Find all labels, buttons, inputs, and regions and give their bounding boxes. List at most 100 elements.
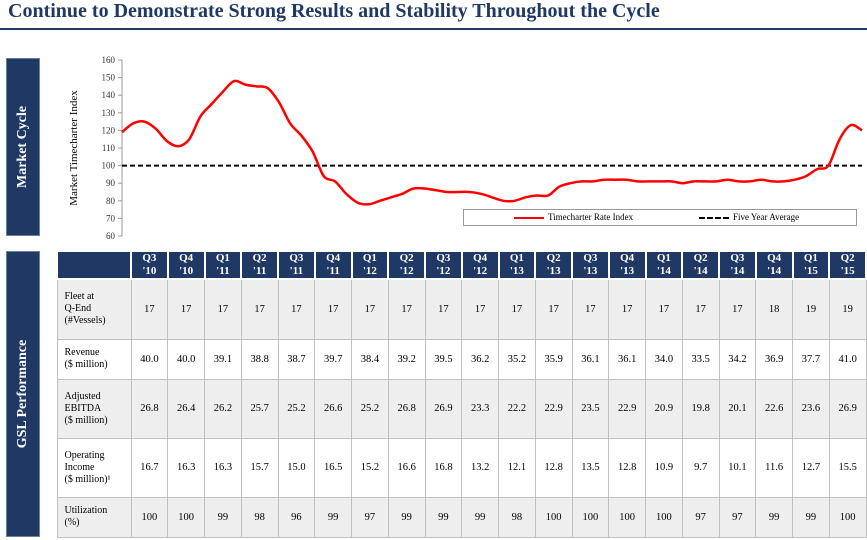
table-cell: 13.2 — [461, 437, 499, 498]
row-label-line: Fleet at — [64, 291, 95, 303]
table-cell: 35.2 — [498, 338, 536, 380]
quarter-header: Q2'15 — [828, 250, 867, 280]
quarter-header: Q2'14 — [681, 250, 720, 280]
table-cell: 39.2 — [387, 338, 426, 380]
y-tick-label: 90 — [106, 178, 116, 188]
y-tick-label: 160 — [102, 55, 116, 65]
table-cell: 17 — [571, 278, 610, 340]
row-label: Operating Income ($ million)¹ — [56, 437, 132, 498]
quarter-header: Q3'10 — [130, 250, 169, 280]
table-cell: 17 — [314, 278, 352, 340]
legend-label-five-year: Five Year Average — [733, 212, 800, 222]
quarter-label: Q4 — [473, 252, 488, 264]
table-cell: 12.1 — [498, 437, 536, 498]
table-cell: 17 — [240, 278, 279, 340]
table-cell: 25.2 — [351, 378, 389, 439]
row-label-line: Adjusted — [64, 390, 101, 402]
table-cell: 26.4 — [167, 378, 205, 439]
quarter-label: Q2 — [546, 252, 561, 264]
year-label: '12 — [362, 265, 377, 277]
quarter-label: Q4 — [767, 252, 782, 264]
year-label: '14 — [693, 265, 708, 277]
row-label-line: Operating — [64, 449, 105, 461]
y-tick-label: 130 — [102, 108, 116, 118]
table-cell: 19 — [828, 278, 867, 340]
table-cell: 17 — [130, 278, 169, 340]
table-cell: 100 — [534, 496, 573, 539]
row-label-line: Q-End — [64, 303, 92, 315]
y-axis-label: Market Timecharter Index — [68, 90, 80, 206]
table-cell: 39.1 — [204, 338, 242, 380]
table-cell: 15.7 — [240, 437, 279, 498]
row-label-line: Income — [64, 461, 95, 473]
y-tick-label: 140 — [102, 90, 116, 100]
year-label: '12 — [436, 265, 451, 277]
quarter-label: Q1 — [215, 252, 230, 264]
table-cell: 17 — [204, 278, 242, 340]
quarter-label: Q1 — [509, 252, 524, 264]
gsl-performance-table: Q3'10 Q4'10 Q1'11 Q2'11 Q3'11 Q4'11 Q1'12 Q2'12… — [56, 250, 867, 539]
chart-legend: Timecharter Rate Index Five Year Average — [463, 209, 857, 226]
table-cell: 26.8 — [387, 378, 426, 439]
table-cell: 98 — [498, 496, 536, 539]
table-cell: 40.0 — [130, 338, 169, 380]
quarter-label: Q1 — [362, 252, 377, 264]
table-cell: 26.9 — [828, 378, 867, 439]
quarter-header: Q1'11 — [203, 250, 243, 280]
table-corner-cell — [56, 250, 132, 280]
quarter-label: Q3 — [583, 252, 598, 264]
table-cell: 17 — [645, 278, 683, 340]
row-label-line: (#Vessels) — [64, 315, 106, 327]
year-label: '14 — [656, 265, 671, 277]
page-title: Continue to Demonstrate Strong Results a… — [8, 0, 660, 22]
table-cell: 17 — [461, 278, 499, 340]
quarter-label: Q2 — [399, 252, 414, 264]
quarter-label: Q2 — [693, 252, 708, 264]
year-label: '13 — [546, 265, 561, 277]
table-cell: 97 — [681, 496, 720, 539]
quarter-label: Q2 — [252, 252, 267, 264]
quarter-header: Q1'13 — [497, 250, 537, 280]
y-tick-label: 80 — [106, 196, 116, 206]
year-label: '15 — [803, 265, 818, 277]
table-body: Fleet at Q-End (#Vessels) 17 17 17 17 17 17 17 17 1… — [56, 278, 867, 539]
quarter-header: Q4'11 — [313, 250, 353, 280]
table-cell: 100 — [608, 496, 646, 539]
table-cell: 23.6 — [792, 378, 830, 439]
table-cell: 17 — [167, 278, 205, 340]
quarter-label: Q3 — [730, 252, 745, 264]
legend-swatch-five-year — [699, 216, 729, 219]
quarter-header: Q3'12 — [424, 250, 463, 280]
table-cell: 17 — [424, 278, 463, 340]
quarter-header: Q2'11 — [240, 250, 279, 280]
title-divider — [0, 28, 867, 30]
table-cell: 96 — [277, 496, 316, 539]
gsl-performance-label: GSL Performance — [15, 339, 30, 449]
year-label: '13 — [509, 265, 524, 277]
year-label: '13 — [620, 265, 635, 277]
year-label: '11 — [289, 265, 304, 277]
year-label: '12 — [399, 265, 414, 277]
table-cell: 12.8 — [534, 437, 573, 498]
table-cell: 22.9 — [608, 378, 646, 439]
year-label: '11 — [252, 265, 267, 277]
year-label: '11 — [216, 265, 230, 277]
table-cell: 17 — [718, 278, 757, 340]
table-cell: 17 — [351, 278, 389, 340]
market-cycle-label: Market Cycle — [15, 105, 30, 189]
quarter-label: Q1 — [656, 252, 671, 264]
year-label: '12 — [473, 265, 488, 277]
table-header-row: Q3'10 Q4'10 Q1'11 Q2'11 Q3'11 Q4'11 Q1'12 Q2'12… — [56, 250, 867, 280]
table-row: Adjusted EBITDA ($ million) 26.8 26.4 26.2 25.… — [56, 378, 867, 439]
table-cell: 25.7 — [240, 378, 279, 439]
row-label: Utilization (%) — [56, 496, 132, 539]
table-row: Revenue ($ million) 40.0 40.0 39.1 38.8 38.7 39… — [56, 338, 867, 380]
table-cell: 16.6 — [387, 437, 426, 498]
legend-swatch-timecharter — [514, 216, 544, 219]
table-cell: 26.9 — [424, 378, 463, 439]
table-cell: 99 — [314, 496, 352, 539]
table-cell: 97 — [718, 496, 757, 539]
table-cell: 100 — [571, 496, 610, 539]
table-cell: 15.0 — [277, 437, 316, 498]
market-cycle-label-box: Market Cycle — [6, 58, 40, 236]
